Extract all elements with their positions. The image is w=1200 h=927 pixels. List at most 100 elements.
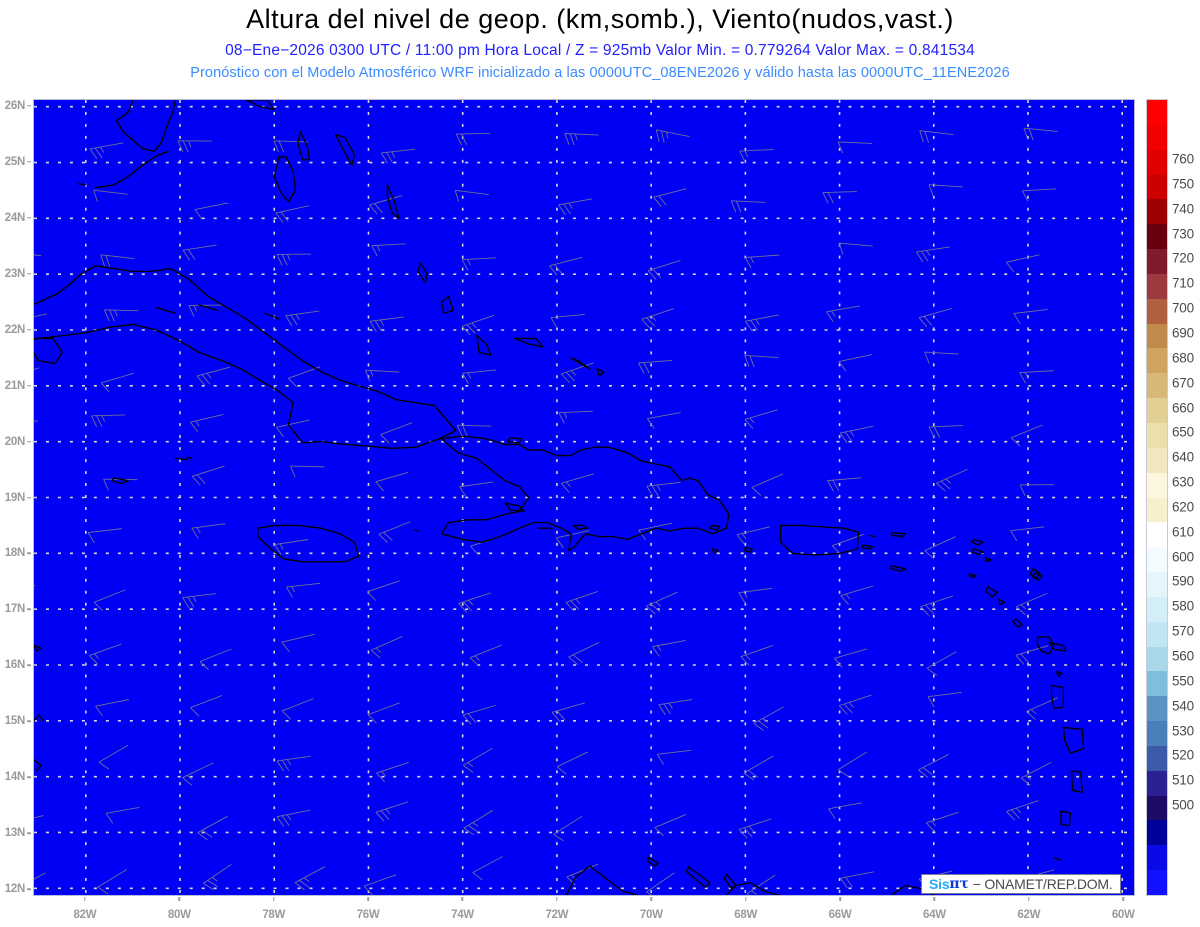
- wind-barb: [87, 528, 122, 544]
- wind-barb: [380, 148, 416, 164]
- wind-barb: [925, 811, 959, 832]
- colorbar-segment: [1147, 298, 1167, 324]
- colorbar-tick-label: 580: [1172, 598, 1194, 614]
- coastline-path: [174, 457, 188, 461]
- wind-barb: [558, 198, 593, 216]
- colorbar-segment: [1147, 497, 1167, 523]
- x-tick-mark: [84, 897, 86, 901]
- y-tick-label: 25N: [4, 155, 26, 168]
- wind-barb: [918, 754, 949, 778]
- wind-barb: [837, 751, 868, 777]
- colorbar[interactable]: [1146, 99, 1168, 896]
- wind-barb: [658, 698, 693, 716]
- coastline-path: [1055, 670, 1063, 677]
- wind-barb: [924, 536, 956, 559]
- wind-barb: [191, 465, 225, 486]
- wind-barb: [555, 530, 590, 548]
- y-tick-label: 18N: [4, 547, 26, 560]
- x-tick-label: 64W: [923, 909, 946, 921]
- colorbar-tick-label: 650: [1172, 424, 1194, 440]
- coastline-path: [297, 131, 311, 161]
- colorbar-segment: [1147, 696, 1167, 722]
- x-tick-label: 62W: [1017, 909, 1041, 921]
- wind-barb: [462, 747, 493, 773]
- y-tick-label: 26N: [4, 99, 26, 112]
- x-tick-label: 74W: [451, 909, 474, 921]
- colorbar-tick-label: 690: [1172, 325, 1194, 341]
- wind-barb: [290, 465, 325, 478]
- colorbar-tick-label: 730: [1172, 226, 1194, 242]
- coastline-path: [34, 644, 42, 652]
- wind-barb: [369, 316, 404, 332]
- wind-barb: [274, 539, 309, 555]
- wind-barb: [646, 412, 681, 429]
- map-canvas[interactable]: [33, 99, 1135, 896]
- coastline-path: [1012, 618, 1023, 628]
- wind-barb: [751, 473, 784, 496]
- logo-tt-text: πτ: [949, 876, 969, 892]
- wind-barb: [463, 809, 494, 836]
- wind-barb: [197, 815, 228, 841]
- wind-barb: [365, 369, 400, 382]
- x-tick-mark: [744, 897, 747, 901]
- colorbar-segment: [1147, 795, 1167, 821]
- x-tick-label: 80W: [167, 909, 191, 921]
- colorbar-tick-label: 680: [1172, 350, 1194, 366]
- coastline-path: [417, 262, 429, 284]
- colorbar-segment: [1147, 447, 1167, 473]
- coastline-path: [970, 538, 984, 546]
- x-tick-label: 78W: [262, 909, 286, 921]
- y-tick-mark: [27, 552, 31, 555]
- wind-barb: [928, 425, 963, 438]
- colorbar-segment: [1147, 522, 1167, 548]
- wind-barb: [456, 424, 492, 437]
- x-tick-mark: [1122, 897, 1124, 901]
- colorbar-tick-label: 620: [1172, 499, 1194, 515]
- wind-barb: [919, 130, 954, 143]
- coastline-path: [506, 437, 523, 444]
- wind-barb: [920, 595, 954, 616]
- coastline-path: [198, 304, 219, 312]
- coastline-path: [413, 529, 419, 532]
- map-plot[interactable]: Sis πτ − ONAMET/REP.DOM.: [33, 99, 1135, 896]
- colorbar-tick-label: 710: [1172, 275, 1194, 291]
- colorbar-tick-label: 740: [1172, 201, 1194, 217]
- coastline-path: [476, 334, 492, 356]
- wind-barb: [549, 256, 583, 276]
- x-tick-mark: [1028, 897, 1030, 901]
- colorbar-tick-label: 550: [1172, 673, 1194, 689]
- wind-barb: [199, 648, 232, 671]
- wind-barb: [190, 413, 224, 432]
- coastline-path: [440, 435, 730, 552]
- coastline-path: [970, 548, 984, 556]
- wind-barb: [1019, 370, 1054, 384]
- colorbar-segment: [1147, 596, 1167, 622]
- coastline-path: [1053, 856, 1062, 862]
- wind-barb: [561, 362, 594, 383]
- wind-barb: [1021, 188, 1057, 202]
- y-tick-mark: [27, 216, 31, 219]
- x-tick-mark: [178, 897, 181, 901]
- wind-barb: [641, 308, 675, 329]
- coastline-path: [646, 856, 659, 867]
- wind-barb: [1015, 645, 1049, 665]
- wind-barb: [568, 641, 600, 666]
- colorbar-segment: [1147, 124, 1167, 150]
- colorbar-segment: [1147, 174, 1167, 200]
- coastline-path: [723, 873, 737, 889]
- wind-barb: [565, 591, 599, 612]
- x-tick-label: 72W: [545, 909, 569, 921]
- wind-barb: [462, 369, 497, 384]
- y-tick-mark: [27, 160, 31, 163]
- wind-barb: [550, 314, 585, 329]
- wind-barb: [838, 354, 873, 372]
- wind-barb: [34, 584, 36, 601]
- colorbar-segment: [1147, 422, 1167, 448]
- coastline-path: [968, 573, 977, 579]
- wind-barb: [655, 129, 690, 143]
- coastline-path: [245, 100, 275, 111]
- wind-barb: [380, 422, 413, 444]
- coastline-path: [257, 524, 360, 563]
- x-tick-mark: [933, 897, 936, 901]
- colorbar-segment: [1147, 199, 1167, 225]
